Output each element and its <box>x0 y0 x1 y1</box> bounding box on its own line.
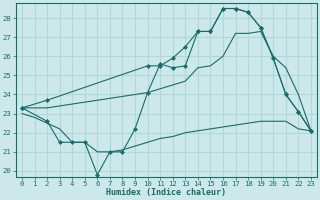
X-axis label: Humidex (Indice chaleur): Humidex (Indice chaleur) <box>107 188 227 197</box>
